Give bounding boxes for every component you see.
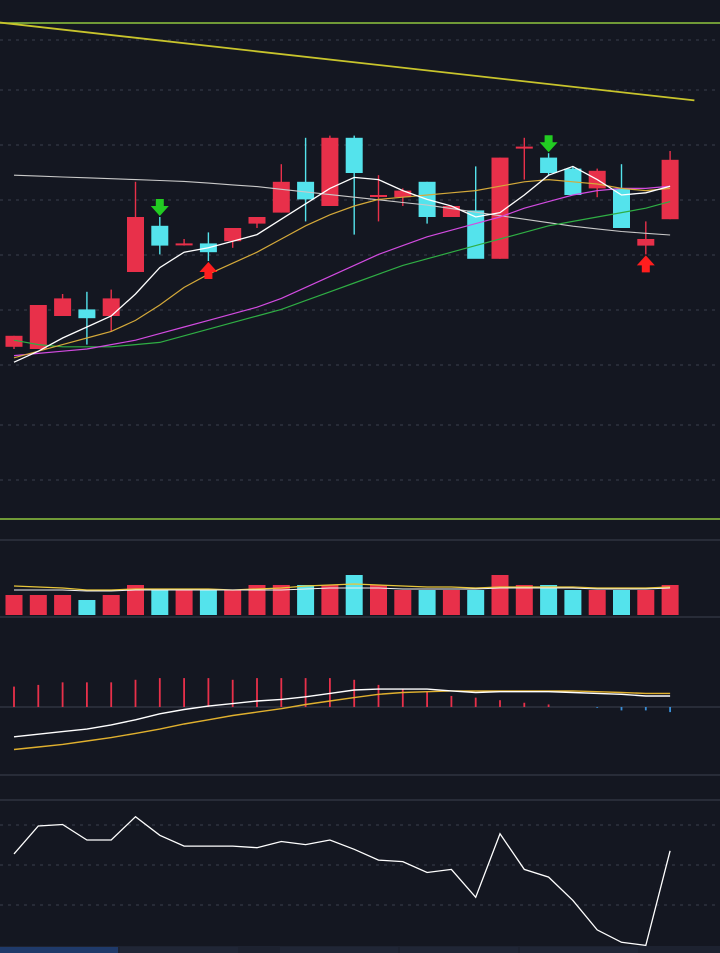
candle-body: [78, 309, 96, 319]
time-axis-segment: [520, 947, 638, 953]
time-axis-segment: [120, 947, 238, 953]
candle-body: [370, 195, 387, 197]
oscillator-panel: [13, 815, 671, 947]
candle-body: [224, 228, 242, 242]
volume-ma-gold-line: [13, 583, 671, 591]
volume-bar: [515, 585, 533, 615]
candle-body: [661, 159, 679, 220]
time-axis-segment: [280, 947, 398, 953]
candle-body: [127, 217, 144, 272]
volume-bar: [102, 595, 120, 615]
volume-bar: [637, 590, 655, 615]
volume-bar: [442, 590, 460, 615]
candle-body: [321, 137, 339, 206]
ma-gold-line: [13, 178, 671, 359]
candle-body: [613, 188, 630, 228]
volume-bar: [370, 585, 387, 615]
volume-bar: [613, 590, 630, 615]
volume-bar: [78, 600, 96, 615]
buy-signal-arrow-icon: [636, 255, 655, 273]
volume-bar: [661, 585, 679, 615]
volume-bar: [272, 585, 290, 615]
volume-bar: [418, 590, 436, 615]
candle-body: [5, 335, 23, 347]
candle-body: [297, 181, 315, 200]
candle-body: [175, 243, 193, 246]
volume-bar: [248, 585, 266, 615]
volume-bar: [345, 575, 363, 615]
volume-bar: [54, 595, 72, 615]
trend-line: [0, 21, 695, 102]
volume-bar: [127, 585, 144, 615]
candle-body: [540, 157, 558, 173]
macd-panel: [0, 678, 720, 751]
volume-panel: [5, 575, 679, 615]
candle-body: [491, 157, 509, 259]
volume-bar: [491, 575, 509, 615]
volume-bar: [394, 590, 412, 615]
candle-body: [151, 225, 169, 246]
ma-green-line: [13, 201, 671, 348]
volume-bar: [321, 585, 339, 615]
volume-bar: [467, 590, 485, 615]
candle-body: [345, 137, 363, 173]
volume-bar: [224, 590, 242, 615]
oscillator-line: [13, 815, 671, 947]
volume-bar: [588, 590, 606, 615]
volume-ma-white-line: [14, 587, 671, 592]
ma-magenta-line: [13, 185, 671, 357]
price-panel: [0, 21, 695, 363]
candle-body: [515, 146, 533, 149]
volume-bar: [199, 590, 217, 615]
candle-body: [248, 217, 266, 224]
candle-body: [637, 239, 655, 246]
candle-body: [394, 190, 412, 198]
sell-signal-arrow-icon: [150, 199, 169, 216]
volume-bar: [540, 585, 558, 615]
candle-body: [54, 298, 72, 316]
ma-white-line: [13, 165, 671, 363]
candle-body: [442, 206, 460, 217]
candle-body: [102, 298, 120, 316]
candle-body: [272, 181, 290, 213]
macd-dea-line: [13, 690, 671, 751]
volume-bar: [29, 595, 47, 615]
ma-long-line: [13, 174, 671, 236]
buy-signal-arrow-icon: [199, 262, 218, 279]
grid-layer: [0, 22, 720, 953]
volume-bar: [151, 590, 169, 615]
volume-bar: [175, 590, 193, 615]
time-axis-segment: [400, 947, 518, 953]
candle-body: [29, 305, 47, 349]
volume-bar: [5, 595, 23, 615]
volume-bar: [297, 585, 315, 615]
sell-signal-arrow-icon: [539, 135, 558, 153]
macd-dif-line: [13, 688, 671, 738]
volume-bar: [564, 590, 582, 615]
time-axis-segment: [0, 947, 118, 953]
